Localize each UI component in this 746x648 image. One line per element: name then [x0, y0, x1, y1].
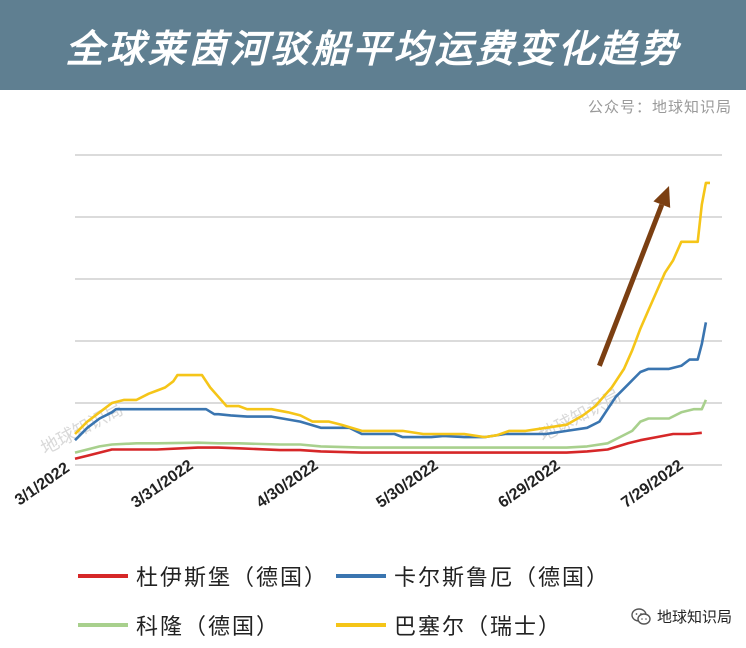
legend-swatch-duisburg [78, 574, 128, 578]
legend-label-duisburg: 杜伊斯堡（德国） [136, 566, 329, 591]
legend-label-cologne: 科隆（德国） [136, 615, 281, 640]
legend-swatch-cologne [78, 623, 128, 627]
trend-arrow-head [653, 186, 671, 208]
trend-arrow-shaft [597, 203, 665, 367]
legend-swatch-basel [336, 623, 386, 627]
legend-item-karlsruhe: 卡尔斯鲁厄（德国） [336, 560, 610, 592]
series-line-basel [74, 181, 710, 439]
legend-item-duisburg: 杜伊斯堡（德国） [78, 560, 328, 592]
series-line-cologne [74, 399, 708, 454]
legend-item-cologne: 科隆（德国） [78, 609, 280, 641]
legend-swatch-karlsruhe [336, 574, 386, 578]
watermark-account-label: 地球知识局 [656, 608, 732, 626]
chart-title: 全球莱茵河驳船平均运费变化趋势 [65, 26, 681, 71]
x-tick-label-0: 3/1/2022 [12, 459, 73, 509]
legend-label-basel: 巴塞尔（瑞士） [394, 615, 563, 640]
legend-item-basel: 巴塞尔（瑞士） [336, 609, 562, 641]
watermark-account: 地球知识局 [631, 606, 732, 627]
source-credit: 公众号：地球知识局 [587, 98, 732, 116]
series-line-karlsruhe [74, 322, 708, 442]
title-banner: 全球莱茵河驳船平均运费变化趋势 [0, 0, 746, 90]
legend-label-karlsruhe: 卡尔斯鲁厄（德国） [394, 566, 611, 591]
series-line-duisburg [74, 431, 702, 461]
wechat-icon [631, 607, 651, 625]
legend: 杜伊斯堡（德国） 卡尔斯鲁厄（德国） 科隆（德国） 巴塞尔（瑞士） [0, 548, 746, 648]
